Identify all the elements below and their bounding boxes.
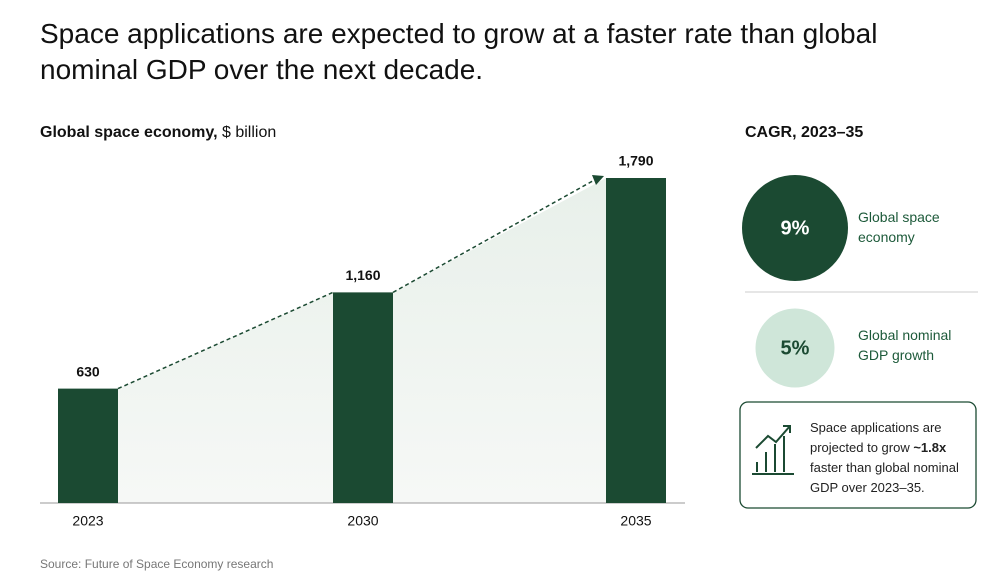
callout-text: Space applications are projected to grow… [810,418,970,498]
bar [58,388,118,503]
cagr-text: Global nominal GDP growth [858,327,952,363]
unit: $ billion [222,124,277,141]
x-tick-label: 2030 [347,513,378,529]
growth-icon [752,425,794,475]
chart-title: Space applications are expected to grow … [40,18,878,85]
cagr-value: 9% [781,217,810,239]
value-label: 1,790 [618,153,653,169]
subtitle-strong: Global space economy, [40,124,218,141]
bar [606,178,666,503]
value-label: 630 [76,363,100,379]
cagr-circle [755,308,835,388]
cagr-value: 5% [781,337,810,359]
trend-arrow [592,175,604,185]
callout-strong: ~1.8x [913,440,947,455]
callout-part: Space applications are projected to grow [810,420,942,455]
x-tick-label: 2023 [72,513,103,529]
subtitle: Global space economy, $ billion [40,124,276,142]
value-label: 1,160 [345,267,380,283]
callout-box [739,401,977,509]
cagr-circle [742,175,848,281]
callout-part: faster than global nominal GDP over 2023… [810,460,959,495]
bar [333,292,393,503]
trend-line [117,177,599,390]
source: Source: Future of Space Economy research [40,557,274,571]
cagr-text: Global space economy [858,209,940,245]
x-tick-label: 2035 [620,513,651,529]
cagr-title: CAGR, 2023–35 [745,124,864,141]
